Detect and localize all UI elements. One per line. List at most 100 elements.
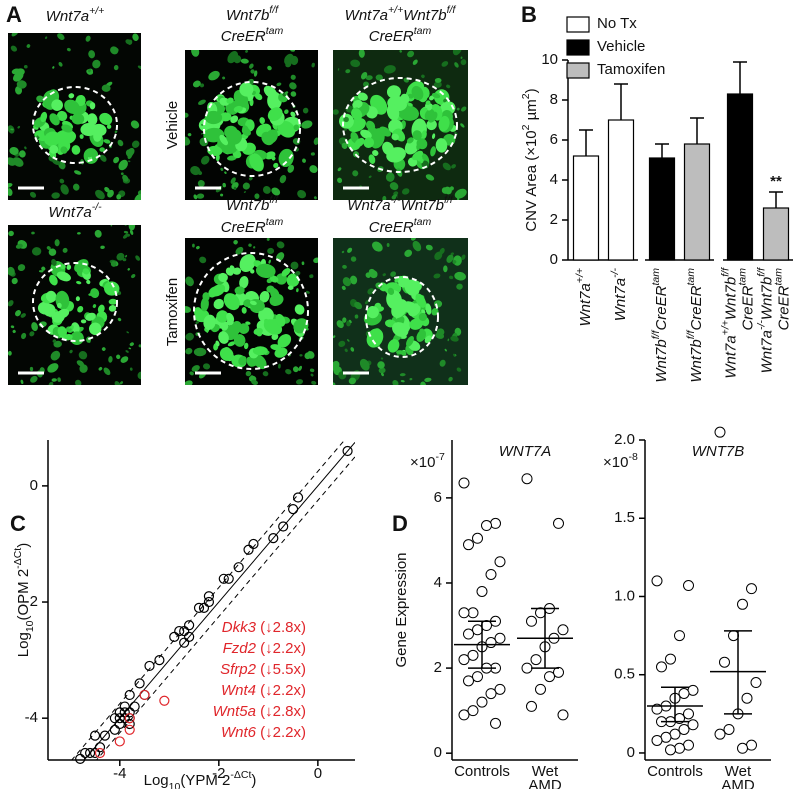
green-signal (341, 250, 345, 254)
point (683, 708, 694, 720)
point (342, 445, 353, 457)
green-signal (420, 381, 426, 385)
green-signal (385, 172, 395, 182)
green-signal (407, 50, 415, 58)
green-signal (345, 69, 351, 74)
point (714, 728, 726, 740)
green-signal (305, 290, 310, 294)
lesion-outline (342, 77, 458, 173)
green-signal (261, 131, 275, 146)
text-run: Wnt7b (653, 339, 670, 382)
green-signal (47, 363, 59, 373)
green-signal (125, 350, 129, 353)
green-signal (57, 377, 61, 382)
green-signal (231, 182, 239, 190)
green-signal (267, 91, 282, 110)
green-signal (382, 273, 386, 277)
text-run: CNV Area (×10 (523, 130, 540, 231)
point (463, 628, 474, 640)
green-signal (79, 364, 88, 373)
green-signal (409, 318, 423, 330)
green-signal (278, 363, 281, 369)
green-signal (286, 273, 300, 288)
point (139, 689, 150, 701)
point (651, 575, 663, 587)
row-label: Tamoxifen (164, 278, 181, 346)
green-signal (309, 274, 314, 279)
green-signal (442, 162, 451, 171)
green-signal (104, 186, 110, 193)
text-run: Wnt7b (722, 277, 739, 320)
green-signal (88, 50, 96, 59)
green-signal (198, 99, 206, 105)
green-signal (77, 232, 81, 235)
gene-label: Sfrp2 (↓5.5x) (220, 661, 306, 678)
y-tick-label: 2.0 (614, 431, 635, 448)
point (467, 649, 479, 661)
green-signal (219, 134, 229, 146)
green-signal (126, 331, 129, 334)
legend-label: Vehicle (597, 38, 645, 55)
gene-label: Fzd2 (↓2.2x) (223, 640, 306, 657)
green-signal (391, 133, 399, 141)
micrograph (185, 50, 318, 200)
text-run: Wnt7a (722, 335, 739, 378)
green-signal (218, 331, 229, 344)
green-signal (43, 303, 56, 317)
green-signal (354, 301, 363, 310)
green-signal (63, 334, 73, 341)
green-signal (439, 247, 445, 255)
point (80, 747, 91, 759)
text-run: Wnt7a (577, 283, 594, 326)
point (472, 532, 483, 544)
green-signal (347, 339, 350, 342)
text-run: tam (266, 216, 284, 228)
green-signal (273, 162, 279, 169)
text-run: Dkk3 (222, 619, 257, 636)
point (159, 695, 170, 706)
x-tick-label: Wet (725, 763, 752, 780)
green-signal (377, 74, 382, 79)
green-signal (79, 134, 84, 139)
green-signal (365, 120, 376, 131)
green-signal (450, 252, 455, 256)
green-signal (110, 261, 117, 267)
green-signal (44, 36, 48, 40)
green-signal (380, 357, 384, 360)
green-signal (428, 111, 438, 123)
green-signal (245, 321, 251, 325)
green-signal (451, 164, 456, 169)
micrograph (8, 225, 141, 385)
green-signal (195, 321, 200, 324)
green-signal (254, 193, 260, 199)
green-signal (138, 344, 141, 348)
green-signal (113, 156, 120, 164)
green-signal (135, 255, 141, 261)
green-signal (99, 147, 105, 152)
point (683, 580, 694, 592)
bar (572, 155, 600, 261)
green-signal (53, 340, 62, 348)
point (490, 517, 501, 529)
green-signal (118, 159, 128, 171)
green-signal (279, 175, 287, 184)
point (109, 713, 120, 724)
panel-letter: A (6, 2, 22, 27)
green-signal (24, 146, 27, 150)
point (750, 677, 762, 689)
green-signal (93, 129, 103, 142)
green-signal (341, 285, 346, 291)
green-signal (11, 33, 19, 37)
green-signal (270, 344, 282, 351)
green-signal (406, 137, 414, 144)
image-title: CreERtam (221, 25, 284, 45)
green-signal (100, 245, 105, 249)
x-tick-label: AMD (721, 777, 755, 789)
green-signal (415, 293, 427, 308)
green-signal (337, 177, 343, 184)
point (467, 705, 479, 717)
point (89, 730, 101, 741)
green-signal (108, 305, 117, 312)
y-axis-label: Log10(OPM 2-ΔCt) (12, 543, 36, 657)
green-signal (238, 356, 247, 366)
